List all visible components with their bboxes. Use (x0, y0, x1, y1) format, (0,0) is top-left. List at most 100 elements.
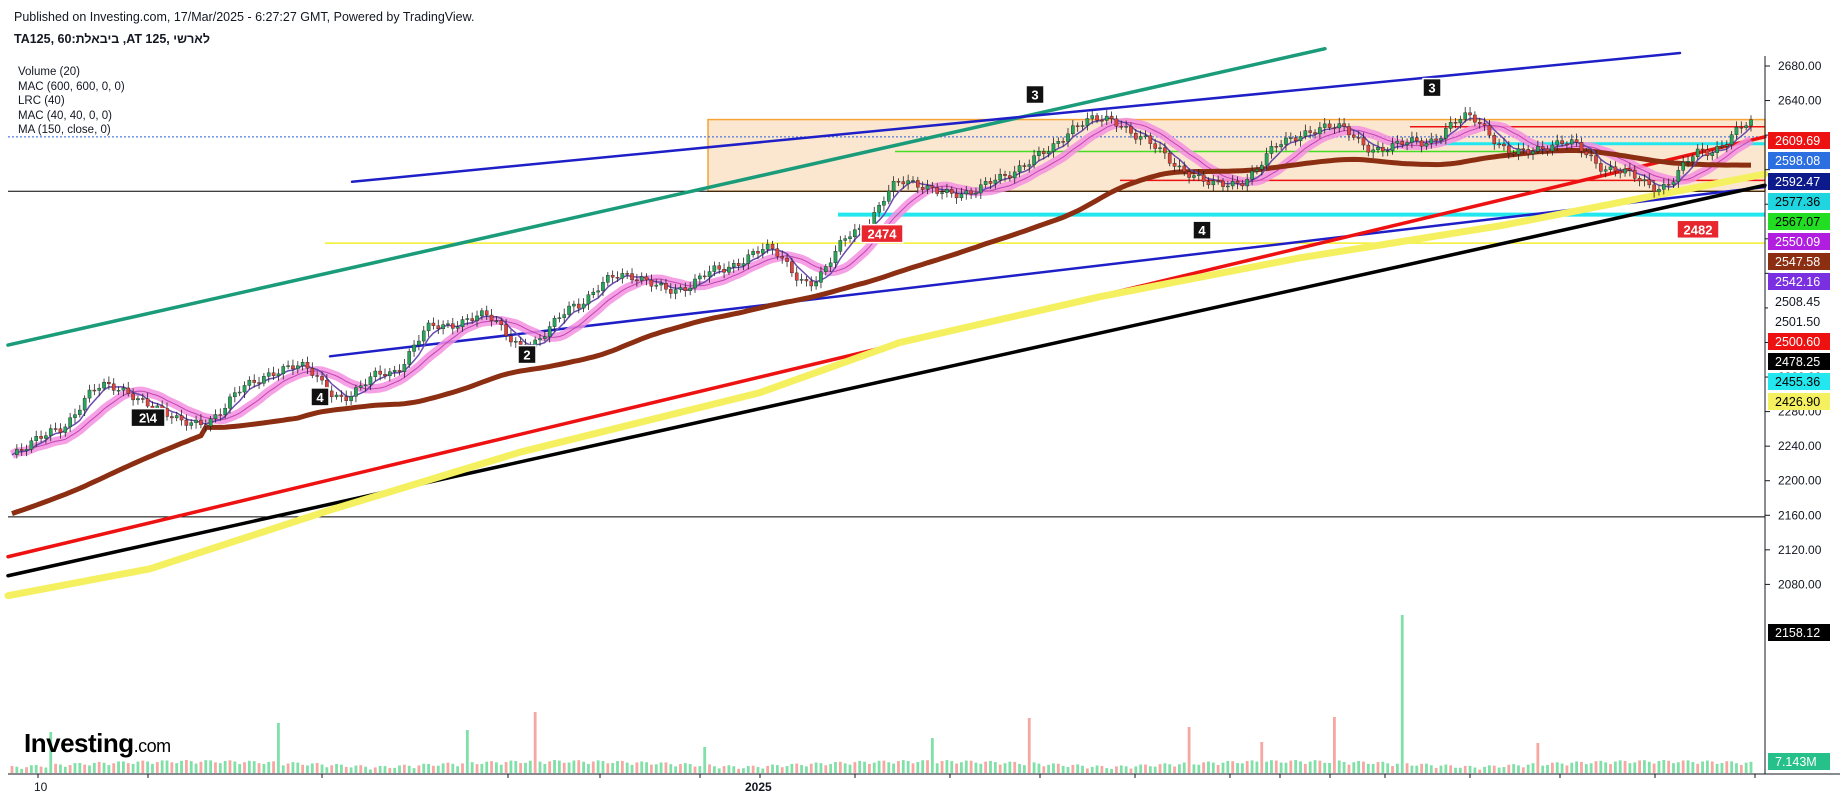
candle (237, 391, 242, 394)
price-label: 2577.36 (1768, 193, 1830, 210)
candle (1322, 123, 1327, 128)
green-channel-line (6, 46, 1327, 347)
candle (203, 424, 208, 427)
volume-bar (1517, 765, 1520, 773)
volume-bar (1565, 765, 1569, 773)
candle (1569, 139, 1574, 145)
publish-info: Published on Investing.com, 17/Mar/2025 … (14, 10, 475, 24)
volume-bar (475, 764, 479, 773)
volume-bar (1187, 727, 1191, 773)
indicator-mac-40[interactable]: MAC (40, 40, 0, 0) (18, 109, 112, 122)
volume-bar (451, 763, 455, 773)
volume-bar (63, 766, 67, 773)
candle (295, 365, 300, 370)
candle (1216, 180, 1220, 183)
candle (693, 278, 697, 289)
candle (1662, 184, 1666, 190)
candle (1163, 147, 1167, 154)
volume-bar (1061, 765, 1065, 773)
volume-bar (1056, 763, 1060, 773)
candle (1284, 137, 1288, 145)
indicator-mac-600[interactable]: MAC (600, 600, 0, 0) (18, 80, 125, 93)
candle (1424, 143, 1429, 147)
volume-bar (29, 765, 33, 773)
volume-bar (344, 766, 348, 773)
candle (1468, 112, 1472, 116)
candle (383, 374, 387, 377)
volume-bar (499, 764, 503, 773)
candle (1235, 181, 1240, 184)
volume-bar (228, 760, 232, 773)
volume-bar (824, 765, 828, 773)
indicator-volume[interactable]: Volume (20) (18, 66, 81, 78)
price-label-box (1768, 233, 1830, 250)
volume-bar (1124, 766, 1128, 773)
candle (1739, 126, 1744, 129)
volume-bar (412, 768, 416, 773)
price-label-box (1768, 253, 1830, 270)
volume-bar (519, 763, 523, 773)
candle (1250, 170, 1254, 180)
volume-bar (1395, 763, 1399, 773)
candle (1700, 148, 1705, 151)
volume-bar (131, 763, 135, 773)
candle (489, 314, 494, 322)
volume-bar (640, 761, 644, 773)
candle (121, 387, 126, 391)
volume-bar (204, 760, 208, 773)
volume-bar (1110, 768, 1113, 773)
indicator-legend: Volume (20) MAC (600, 600, 0, 0) LRC (40… (18, 65, 125, 138)
volume-bar (1139, 764, 1143, 773)
volume-bar (495, 762, 498, 773)
volume-bar (1081, 765, 1084, 773)
volume-bar (838, 761, 842, 773)
indicator-lrc[interactable]: LRC (40) (18, 95, 65, 107)
annotation-black: 3 (1422, 77, 1442, 98)
candle (1037, 151, 1041, 156)
candle (92, 389, 97, 392)
candle (262, 376, 266, 384)
volume-bar (1342, 761, 1346, 773)
volume-bar (761, 768, 765, 773)
candle (34, 436, 39, 442)
candle (572, 303, 576, 307)
candle (1516, 148, 1521, 155)
candle (1201, 174, 1206, 182)
candle (877, 204, 881, 213)
volume-bar (39, 766, 43, 773)
volume-bar (301, 764, 305, 773)
price-label-text: 2426.90 (1775, 395, 1820, 409)
volume-bar (679, 764, 682, 773)
candle (339, 394, 344, 397)
price-label-text: 2478.25 (1775, 355, 1820, 369)
candle (906, 180, 910, 185)
volume-bar (577, 760, 581, 773)
volume-bar (853, 762, 857, 773)
volume-bar (393, 767, 397, 773)
price-label-text: 2577.36 (1775, 195, 1820, 209)
candle (1434, 138, 1438, 141)
indicator-ma-150[interactable]: MA (150, close, 0) (18, 124, 111, 136)
candle (116, 389, 121, 392)
volume-bar (1231, 761, 1235, 773)
candle (276, 373, 281, 376)
candle (935, 187, 940, 194)
candle (1027, 164, 1032, 167)
price-label-text: 2609.69 (1775, 134, 1820, 148)
candle (620, 273, 625, 279)
candle (1511, 152, 1516, 155)
candle (983, 181, 988, 185)
price-label-box (1768, 132, 1830, 149)
candle (756, 251, 760, 254)
volume-bar (92, 762, 96, 773)
volume-bar (1405, 763, 1409, 773)
candle (349, 396, 353, 401)
volume-bar (480, 763, 484, 773)
volume-bar (524, 762, 527, 773)
volume-bar (1134, 766, 1138, 773)
volume-bar (1308, 761, 1312, 773)
volume-bar (1735, 763, 1738, 773)
volume-bar (732, 766, 736, 773)
price-label-text: 2508.45 (1775, 295, 1820, 309)
